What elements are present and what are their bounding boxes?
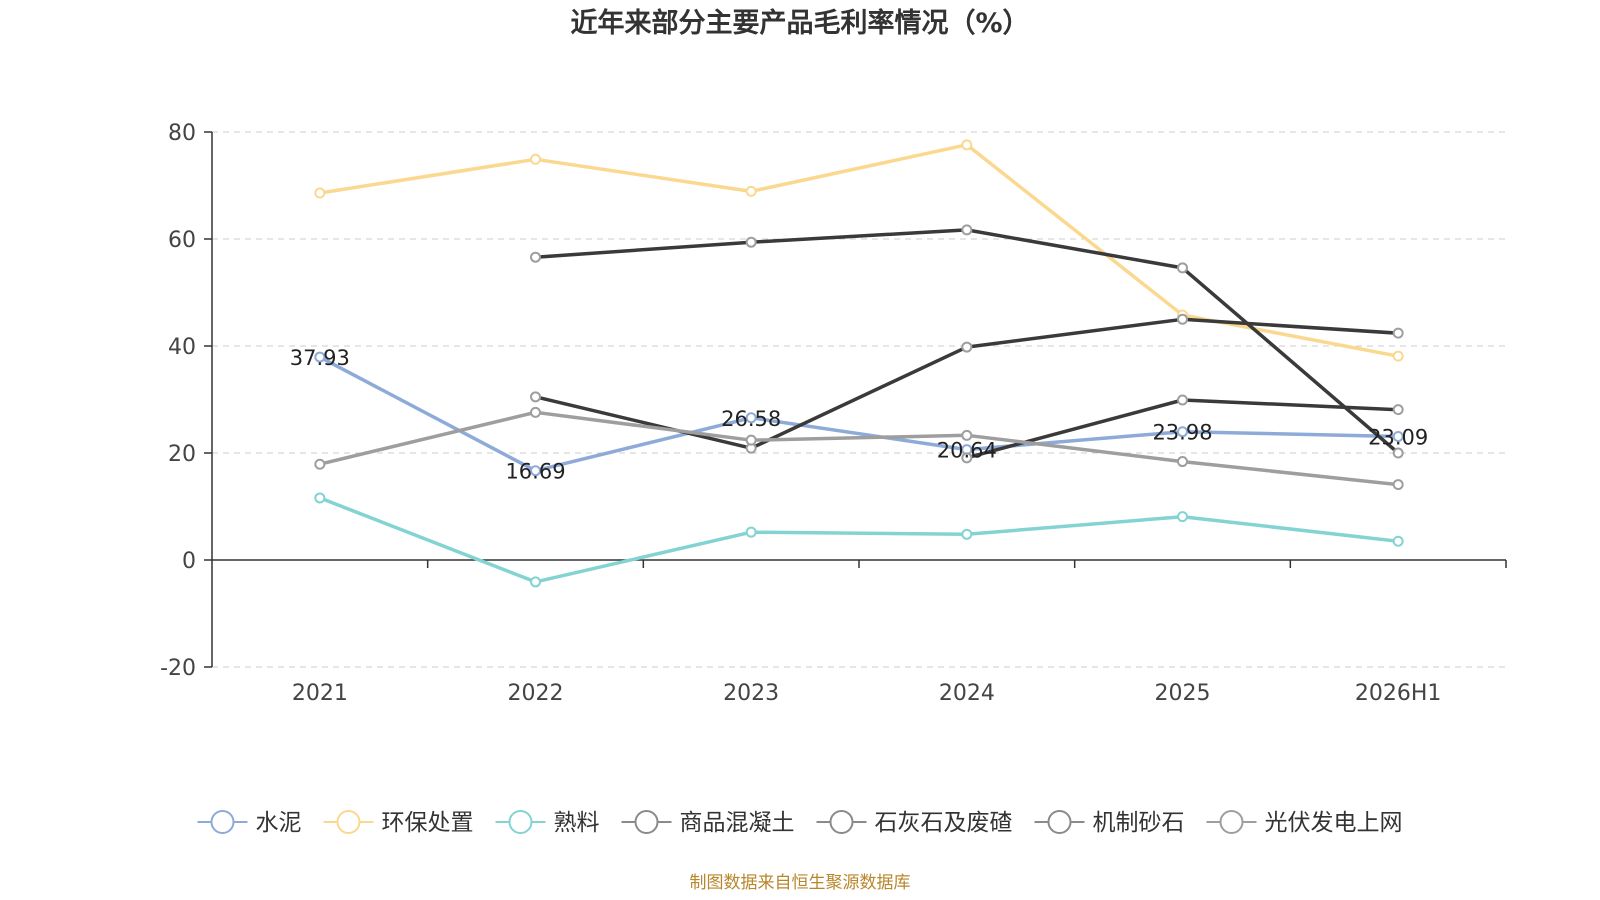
data-label: 37.93 [290,346,350,370]
y-tick-label: 60 [168,228,196,253]
data-point[interactable] [314,351,326,363]
series-3 [530,224,1404,459]
series-1 [314,139,1404,362]
data-point[interactable] [1392,447,1404,459]
legend-circle-icon [210,810,235,834]
legend-label: 机制砂石 [1093,810,1185,836]
data-point[interactable] [1392,404,1404,416]
data-point[interactable] [961,341,973,353]
legend-item-3[interactable]: 商品混凝土 [621,810,795,836]
data-point[interactable] [1392,535,1404,547]
series-line [535,228,1400,455]
data-point[interactable] [745,526,757,538]
data-point[interactable] [314,492,326,504]
data-point[interactable] [1392,327,1404,339]
data-point[interactable] [1177,262,1188,274]
legend-circle-icon [634,810,659,834]
data-point[interactable] [530,251,541,263]
data-point[interactable] [961,224,973,236]
x-tick-label: 2021 [292,681,348,706]
data-point[interactable] [745,434,757,446]
axes: -20 0 20 40 60 80 2021 2022 2023 2024 2025 2026H1 [160,121,1507,706]
y-tick-label: 80 [168,121,196,146]
series-lines [314,139,1404,588]
legend-label: 光伏发电上网 [1265,810,1403,836]
source-note: 制图数据来自恒生聚源数据库 [690,873,911,893]
legend-item-5[interactable]: 机制砂石 [1034,810,1185,836]
data-point[interactable] [961,528,973,540]
data-point[interactable] [314,458,326,470]
data-point[interactable] [961,429,973,441]
legend-circle-icon [508,810,533,834]
chart-title: 近年来部分主要产品毛利率情况（%） [570,7,1029,39]
data-point[interactable] [530,576,541,588]
series-line [318,355,1399,473]
y-tick-label: 40 [168,335,196,360]
data-point[interactable] [530,406,541,418]
data-label: 23.09 [1368,425,1428,449]
data-point[interactable] [1177,394,1188,406]
data-point[interactable] [314,187,326,199]
grid-lines [212,131,1506,668]
x-tick-label: 2023 [723,681,779,706]
data-point[interactable] [1392,430,1404,442]
data-point[interactable] [1392,350,1404,362]
series-line [319,496,1399,584]
data-point[interactable] [1177,456,1188,468]
data-label: 23.98 [1152,421,1212,445]
legend[interactable]: 水泥 环保处置 熟料 商品混凝土 石灰石及废碴 机制砂石 光伏发电上网 [197,810,1403,836]
data-label: 26.58 [721,407,781,431]
series-0 [314,351,1404,477]
x-tick-label: 2026H1 [1355,681,1442,706]
legend-item-0[interactable]: 水泥 [197,810,302,836]
legend-circle-icon [336,810,361,834]
y-tick-label: 0 [182,549,196,574]
y-tick-label: -20 [160,656,196,681]
data-point[interactable] [961,139,973,151]
legend-item-2[interactable]: 熟料 [495,810,600,836]
data-point[interactable] [1177,313,1188,325]
legend-item-1[interactable]: 环保处置 [323,810,474,836]
legend-label: 熟料 [554,810,600,836]
x-tick-label: 2025 [1155,681,1211,706]
data-point[interactable] [745,412,757,424]
data-label: 16.69 [505,460,565,484]
data-point[interactable] [745,185,757,197]
series-line [319,410,1399,487]
legend-label: 石灰石及废碴 [875,810,1013,836]
legend-circle-icon [1047,810,1072,834]
legend-circle-icon [829,810,854,834]
legend-circle-icon [1219,810,1244,834]
data-point[interactable] [1177,426,1188,438]
legend-item-4[interactable]: 石灰石及废碴 [816,810,1013,836]
data-point[interactable] [1177,511,1188,523]
data-point[interactable] [745,236,757,248]
series-5 [961,394,1404,464]
series-2 [314,492,1404,588]
data-point[interactable] [530,465,541,477]
y-tick-label: 20 [168,442,196,467]
legend-label: 商品混凝土 [680,810,795,836]
series-6 [314,406,1404,491]
x-tick-label: 2024 [939,681,995,706]
data-point[interactable] [961,452,973,464]
data-point[interactable] [1392,479,1404,491]
legend-label: 环保处置 [382,810,474,836]
legend-item-6[interactable]: 光伏发电上网 [1206,810,1403,836]
data-point[interactable] [530,391,541,403]
x-tick-label: 2022 [508,681,564,706]
data-label: 20.64 [937,439,997,463]
legend-label: 水泥 [256,810,302,836]
data-point[interactable] [530,153,541,165]
data-labels: 37.93 16.69 26.58 20.64 23.98 23.09 [290,346,1428,484]
